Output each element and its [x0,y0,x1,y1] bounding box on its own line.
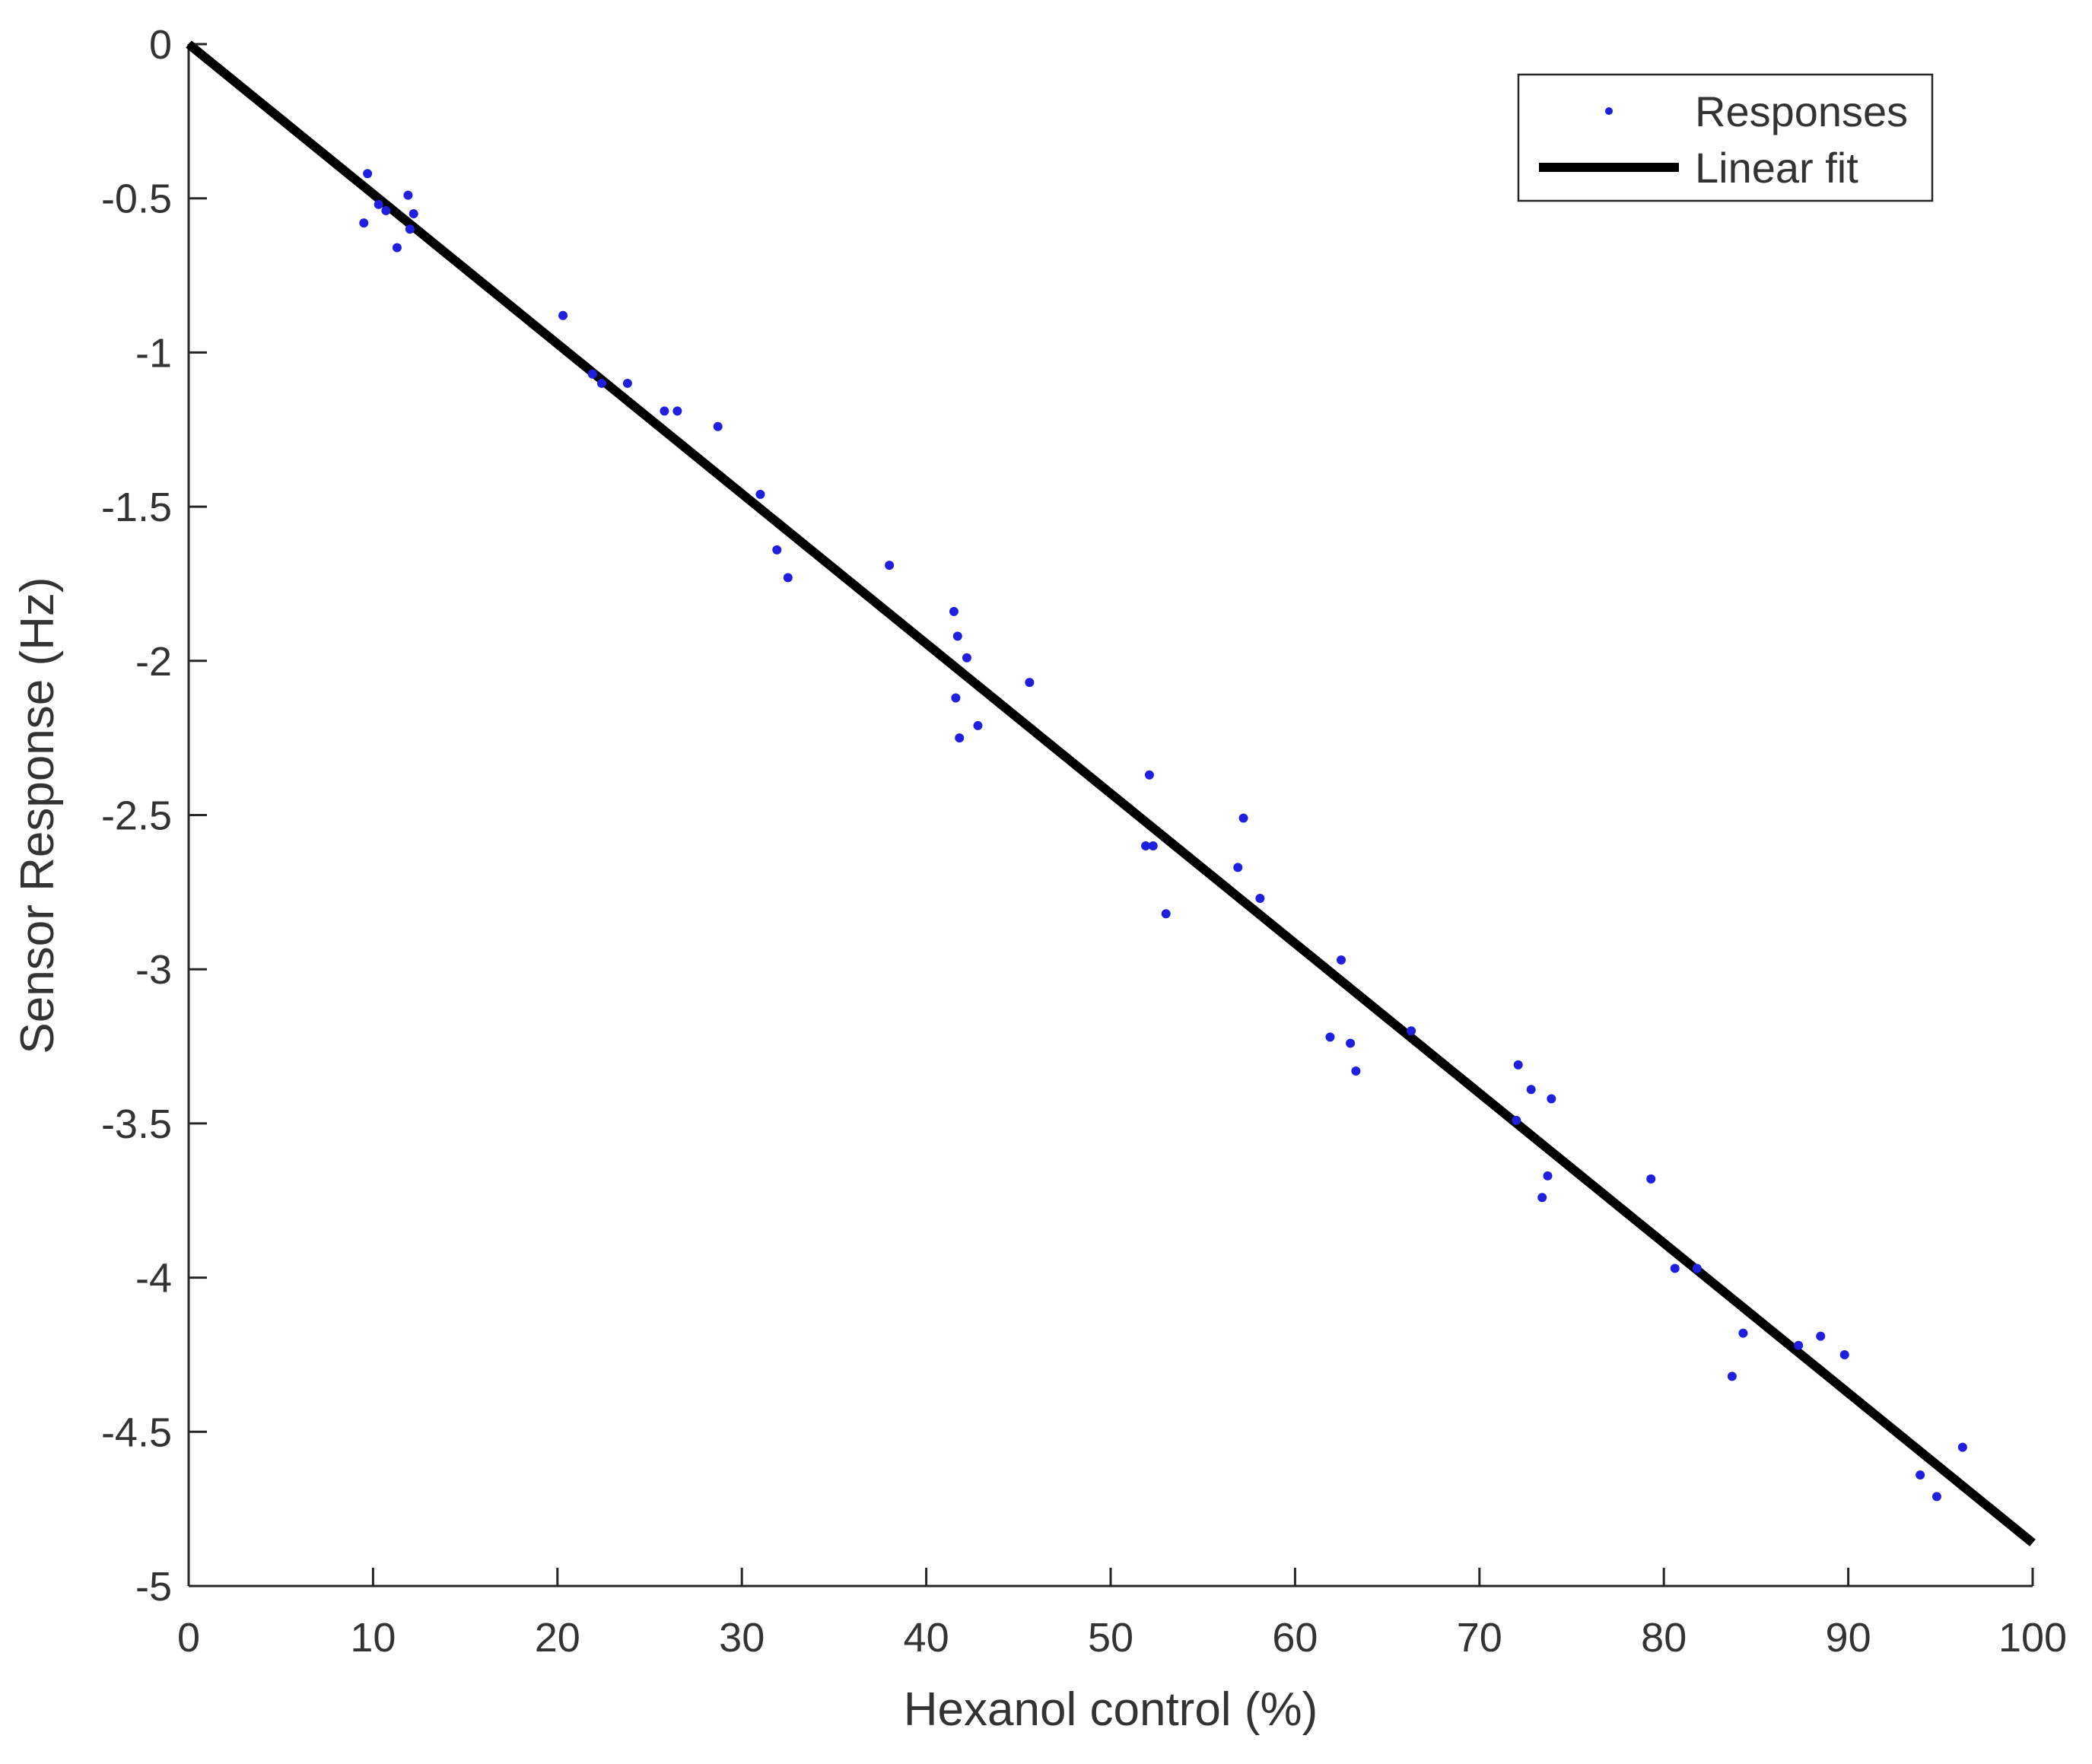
response-point [783,573,793,583]
x-tick-label: 0 [177,1615,200,1661]
y-tick-label: -4 [135,1256,172,1302]
response-point [1543,1171,1553,1181]
response-point [955,733,965,743]
response-point [381,205,391,215]
x-tick-label: 90 [1826,1615,1871,1661]
y-tick-label: -3.5 [101,1101,172,1147]
response-point [558,310,568,320]
response-point [1025,678,1035,688]
response-point [1692,1263,1702,1273]
response-point [1144,770,1154,780]
response-point [713,421,723,431]
response-point [1148,841,1158,851]
response-point [772,545,782,555]
axes [187,44,2033,1588]
response-point [392,243,402,253]
response-point [1916,1470,1925,1480]
response-point [1727,1371,1737,1381]
response-point [587,369,597,379]
response-point [1794,1340,1804,1350]
response-point [409,208,418,218]
y-tick-label: -5 [135,1564,172,1610]
response-point [1816,1331,1826,1341]
x-tick-label: 10 [350,1615,396,1661]
response-point [1238,813,1248,823]
responses-series [359,169,1967,1502]
response-point [1547,1094,1556,1104]
response-point [1931,1492,1941,1502]
response-point [672,406,682,416]
response-point [1233,863,1243,872]
response-point [1337,955,1346,965]
y-tick-label: -2.5 [101,793,172,839]
x-tick-label: 80 [1641,1615,1687,1661]
y-tick-label: -3 [135,947,172,993]
response-point [405,224,415,234]
response-point [962,653,971,663]
y-tick-label: -0.5 [101,176,172,222]
legend: Responses Linear fit [1517,73,1934,202]
y-tick-label: -4.5 [101,1410,172,1455]
x-axis-label: Hexanol control (%) [904,1683,1318,1736]
response-point [949,606,959,616]
response-point [1513,1060,1523,1070]
response-point [403,190,413,200]
x-tick-label: 30 [719,1615,765,1661]
y-axis-label: Sensor Response (Hz) [11,577,64,1054]
response-point [1957,1442,1967,1452]
response-point [1738,1328,1748,1338]
y-tick-label: -1.5 [101,485,172,530]
response-point [885,561,895,571]
legend-responses-label: Responses [1695,87,1908,135]
response-point [1407,1026,1416,1036]
linear-fit-line [186,40,2036,1546]
x-ticks: 0 10 20 30 40 50 60 70 80 90 100 [177,1568,2067,1661]
legend-fit-label: Linear fit [1695,144,1858,192]
response-point [1512,1115,1521,1125]
response-point [1839,1349,1849,1359]
x-tick-label: 40 [904,1615,949,1661]
response-point [660,406,669,416]
fit-line-series [186,40,2036,1546]
x-tick-label: 20 [535,1615,580,1661]
response-point [1537,1193,1547,1203]
response-point [951,693,961,703]
response-point [1670,1263,1680,1273]
response-point [622,378,632,388]
legend-box [1517,73,1934,202]
y-tick-label: 0 [149,22,172,68]
response-point [1255,893,1265,903]
response-point [359,218,369,228]
x-tick-label: 70 [1457,1615,1502,1661]
response-point [755,489,765,499]
response-point [596,378,606,388]
response-point [1346,1038,1356,1048]
x-tick-label: 50 [1088,1615,1133,1661]
response-point [1646,1174,1656,1184]
response-point [374,199,383,209]
y-tick-label: -2 [135,639,172,685]
response-point [1161,909,1171,919]
response-point [1526,1085,1536,1095]
y-tick-label: -1 [135,330,172,376]
x-tick-label: 60 [1272,1615,1318,1661]
y-ticks: 0 -0.5 -1 -1.5 -2 -2.5 -3 -3.5 -4 -4.5 -5 [101,22,207,1610]
response-point [363,169,373,179]
response-point [1325,1032,1335,1042]
legend-responses-marker [1605,107,1613,115]
response-point [952,631,962,641]
response-point [1351,1066,1361,1076]
response-point [973,720,983,730]
x-tick-label: 100 [1998,1615,2067,1661]
response-point [1141,841,1151,851]
